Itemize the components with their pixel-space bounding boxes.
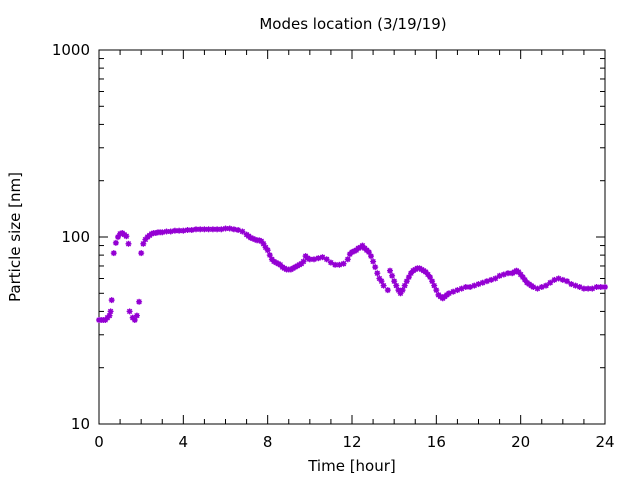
x-tick-label: 12 (342, 433, 361, 451)
data-point (176, 227, 183, 234)
data-point (300, 258, 307, 265)
data-point (126, 308, 133, 315)
data-point (389, 272, 396, 279)
data-point (110, 250, 117, 257)
data-point (226, 225, 233, 232)
y-axis: 10 100 1000 (52, 41, 605, 433)
data-point (393, 282, 400, 289)
data-point (372, 264, 379, 271)
x-tick-label: 8 (263, 433, 273, 451)
data-point (505, 270, 511, 277)
data-point (427, 274, 433, 281)
data-point (399, 287, 406, 294)
data-point (131, 317, 138, 323)
data-point (230, 226, 237, 233)
y-tick-label: 1000 (52, 41, 90, 59)
data-point (306, 256, 313, 263)
y-tick-label: 10 (71, 415, 90, 433)
data-point (180, 227, 187, 234)
data-point (214, 226, 221, 233)
data-point (391, 278, 398, 285)
data-point (188, 227, 195, 233)
data-point (585, 285, 592, 292)
data-point (136, 298, 143, 305)
y-tick-label: 100 (61, 228, 90, 246)
data-point (344, 256, 351, 263)
data-point (138, 250, 145, 257)
data-point (159, 229, 166, 236)
data-point (593, 284, 600, 290)
data-point (580, 285, 587, 292)
y-axis-label: Particle size [nm] (6, 172, 24, 302)
data-point (431, 282, 438, 289)
data-point (597, 284, 604, 290)
x-tick-label: 4 (179, 433, 189, 451)
data-series (96, 225, 608, 323)
data-point (209, 226, 216, 233)
data-point (125, 240, 132, 247)
data-point (340, 260, 347, 267)
data-point (106, 312, 113, 319)
data-point (167, 228, 174, 235)
data-point (311, 256, 317, 263)
x-tick-label: 24 (595, 433, 614, 451)
data-point (483, 278, 490, 285)
data-point (368, 253, 374, 260)
data-point (239, 228, 246, 235)
data-point (264, 247, 271, 254)
data-point (205, 226, 212, 233)
data-point (133, 312, 140, 319)
data-point (405, 274, 412, 281)
data-point (193, 226, 199, 233)
data-point (496, 272, 503, 279)
x-tick-label: 0 (94, 433, 104, 451)
data-point (387, 267, 393, 274)
data-point (315, 255, 322, 262)
data-point (602, 284, 608, 290)
data-point (370, 258, 377, 265)
data-point (197, 226, 204, 233)
data-point (163, 228, 170, 235)
data-point (564, 278, 570, 285)
data-point (108, 297, 115, 304)
data-point (323, 256, 330, 263)
data-point (492, 275, 499, 282)
data-point (218, 226, 225, 233)
x-tick-label: 16 (427, 433, 446, 451)
chart-title: Modes location (3/19/19) (259, 15, 446, 33)
x-axis-label: Time [hour] (307, 457, 396, 475)
data-point (384, 287, 391, 294)
data-point (336, 261, 343, 268)
data-point (380, 282, 387, 289)
data-point (107, 308, 114, 315)
data-point (547, 279, 554, 286)
data-point (184, 227, 191, 233)
plot-frame (98, 49, 606, 425)
data-point (327, 259, 334, 266)
data-point (112, 239, 119, 246)
data-point (500, 271, 507, 278)
x-axis: 0 4 8 12 16 20 24 (94, 50, 615, 451)
x-tick-label: 20 (511, 433, 530, 451)
data-point (433, 287, 440, 294)
data-point (332, 261, 339, 268)
data-point (123, 233, 130, 240)
data-point (543, 282, 549, 289)
data-point (374, 270, 381, 277)
